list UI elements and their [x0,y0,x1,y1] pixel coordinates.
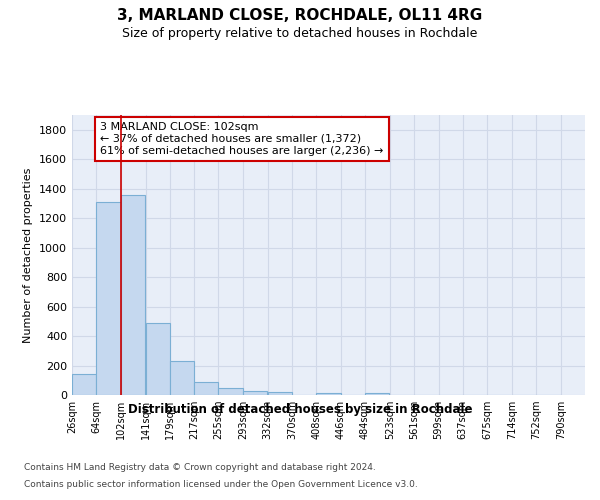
Bar [316,393,341,395]
Bar [268,392,292,395]
Bar [218,388,243,395]
Bar [194,382,218,395]
Text: Contains public sector information licensed under the Open Government Licence v3: Contains public sector information licen… [24,480,418,489]
Bar [146,323,170,395]
Text: Contains HM Land Registry data © Crown copyright and database right 2024.: Contains HM Land Registry data © Crown c… [24,462,376,471]
Bar [72,374,97,395]
Y-axis label: Number of detached properties: Number of detached properties [23,168,34,342]
Bar [243,390,267,395]
Text: 3 MARLAND CLOSE: 102sqm
← 37% of detached houses are smaller (1,372)
61% of semi: 3 MARLAND CLOSE: 102sqm ← 37% of detache… [100,122,383,156]
Text: 3, MARLAND CLOSE, ROCHDALE, OL11 4RG: 3, MARLAND CLOSE, ROCHDALE, OL11 4RG [118,8,482,22]
Bar [365,393,389,395]
Text: Size of property relative to detached houses in Rochdale: Size of property relative to detached ho… [122,28,478,40]
Bar [97,202,121,395]
Bar [121,194,145,395]
Bar [170,361,194,395]
Text: Distribution of detached houses by size in Rochdale: Distribution of detached houses by size … [128,402,472,415]
